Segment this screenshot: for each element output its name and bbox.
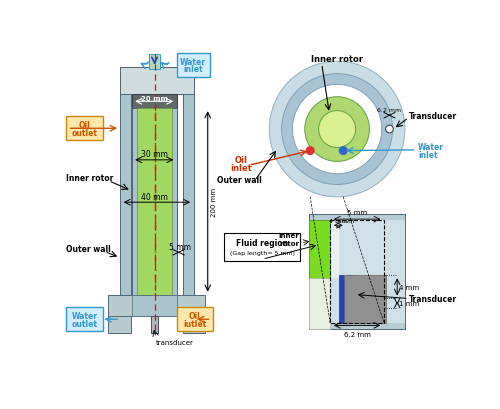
FancyBboxPatch shape [176, 54, 210, 78]
Text: mm: mm [338, 218, 354, 223]
Circle shape [306, 147, 314, 155]
Text: Transducer: Transducer [408, 294, 457, 303]
Text: Outer wall: Outer wall [66, 244, 111, 253]
Bar [151, 317, 158, 333]
Text: Water: Water [72, 311, 98, 320]
Bar [308, 278, 330, 329]
FancyBboxPatch shape [66, 117, 102, 141]
Text: 20 mm: 20 mm [141, 95, 168, 101]
Bar [330, 220, 405, 323]
Bar [132, 295, 177, 317]
Bar [347, 276, 352, 323]
FancyBboxPatch shape [224, 234, 300, 261]
Text: iutlet: iutlet [183, 319, 206, 328]
Text: Oil: Oil [234, 156, 248, 165]
FancyBboxPatch shape [176, 308, 212, 331]
Text: outlet: outlet [72, 319, 98, 328]
Bar [120, 95, 130, 295]
Circle shape [270, 62, 405, 197]
Bar [183, 95, 194, 295]
Circle shape [318, 111, 356, 148]
Text: 6.2 mm: 6.2 mm [378, 108, 402, 113]
Circle shape [305, 97, 370, 162]
Text: 1 mm: 1 mm [400, 300, 419, 306]
Bar [149, 54, 160, 70]
Bar [308, 220, 330, 278]
Text: transducer: transducer [156, 339, 194, 346]
Text: 4 mm: 4 mm [400, 284, 419, 290]
Text: 200 mm: 200 mm [211, 187, 217, 216]
Text: Transducer: Transducer [408, 112, 457, 121]
Text: 30 mm: 30 mm [141, 150, 168, 159]
Text: 4 mm: 4 mm [328, 218, 347, 223]
Text: inlet: inlet [230, 164, 252, 173]
Text: Water: Water [180, 58, 206, 67]
Text: rotor: rotor [280, 240, 299, 246]
Bar [132, 109, 137, 295]
Text: 6.2 mm: 6.2 mm [344, 331, 370, 337]
Text: Inner rotor: Inner rotor [66, 174, 114, 182]
Bar [137, 109, 172, 295]
Text: (Gap length= 5 mm): (Gap length= 5 mm) [230, 250, 295, 255]
Text: Inner: Inner [278, 233, 299, 239]
Bar [108, 317, 130, 333]
Circle shape [386, 126, 394, 134]
Circle shape [340, 147, 347, 155]
Text: inlet: inlet [184, 65, 203, 74]
Bar [132, 95, 177, 109]
Text: 5 mm: 5 mm [169, 242, 191, 251]
Bar [183, 317, 206, 333]
Bar [330, 220, 340, 278]
Bar [120, 68, 194, 95]
FancyBboxPatch shape [66, 308, 102, 331]
Bar [172, 109, 177, 295]
Bar [308, 214, 405, 329]
Bar [340, 276, 344, 323]
Text: 5 mm: 5 mm [347, 210, 367, 216]
Bar [108, 295, 206, 317]
Text: 40 mm: 40 mm [141, 192, 168, 201]
Text: Water: Water [418, 143, 444, 152]
Text: Fluid region: Fluid region [236, 238, 288, 247]
Circle shape [292, 85, 382, 174]
Text: Oil: Oil [78, 121, 90, 130]
Text: Outer wall: Outer wall [217, 175, 262, 184]
Text: inlet: inlet [418, 151, 438, 160]
Text: outlet: outlet [72, 128, 98, 137]
Circle shape [282, 74, 393, 185]
Text: Inner rotor: Inner rotor [311, 55, 363, 64]
Text: Oil: Oil [189, 311, 200, 320]
Bar [330, 220, 384, 323]
Bar [344, 276, 386, 323]
